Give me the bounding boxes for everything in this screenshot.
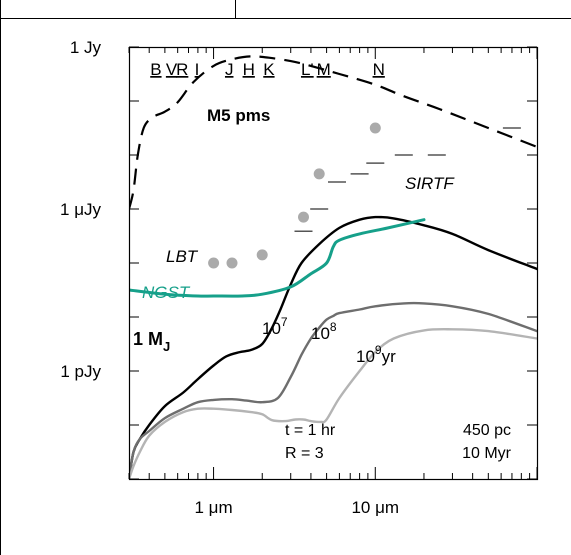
label-age-1e8: 108: [311, 320, 337, 343]
annotations: M5 pms SIRTF LBT NGST 1 MJ 107 108 109yr…: [133, 106, 512, 462]
label-age: 10 Myr: [462, 445, 512, 462]
band-labels: B VR I J H K L' M N: [150, 60, 385, 79]
band-label: H: [243, 60, 255, 79]
y-tick-label: 1 Jy: [70, 38, 102, 57]
band-label: K: [263, 60, 275, 79]
label-age-1e7: 107: [262, 315, 288, 338]
series-line-10-8-yr: [129, 301, 538, 480]
label-distance: 450 pc: [463, 422, 511, 439]
sensitivity-point-lbt: [256, 249, 268, 261]
sensitivity-point-sirtf: [298, 211, 309, 223]
series-line-1-m-j-10-7-yr: [129, 215, 538, 480]
band-label: J: [225, 60, 234, 79]
label-lbt: LBT: [166, 247, 199, 266]
axis-ticks: 1 μm 10 μm 1 Jy 1 μJy 1 pJy: [60, 38, 538, 517]
sensitivity-point-lbt: [226, 257, 238, 269]
label-age-1e9: 109yr: [356, 343, 396, 366]
x-tick-label: 1 μm: [194, 498, 232, 517]
sensitivity-point-sirtf: [369, 122, 381, 134]
label-m5-pms: M5 pms: [207, 106, 270, 125]
label-mass: 1 MJ: [133, 329, 170, 354]
label-ngst: NGST: [142, 283, 191, 302]
sensitivity-point-sirtf: [313, 168, 325, 180]
band-label: B: [150, 60, 161, 79]
label-sirtf: SIRTF: [405, 174, 455, 193]
band-label: M: [317, 60, 331, 79]
label-ratio: R = 3: [285, 445, 324, 462]
band-label: L': [301, 60, 314, 79]
sensitivity-line-ngst: [129, 218, 426, 298]
series-line-m5-pms: [129, 55, 538, 210]
y-tick-label: 1 μJy: [60, 200, 101, 219]
series-line-10-9-yr: [129, 327, 538, 480]
sensitivity-point-lbt: [208, 257, 220, 269]
band-label: N: [373, 60, 385, 79]
y-tick-label: 1 pJy: [60, 362, 101, 381]
band-label: V: [166, 60, 178, 79]
plot-area: [129, 55, 538, 480]
band-label: R: [176, 60, 188, 79]
label-time: t = 1 hr: [285, 422, 336, 439]
band-label: I: [195, 60, 200, 79]
x-tick-label: 10 μm: [351, 498, 399, 517]
